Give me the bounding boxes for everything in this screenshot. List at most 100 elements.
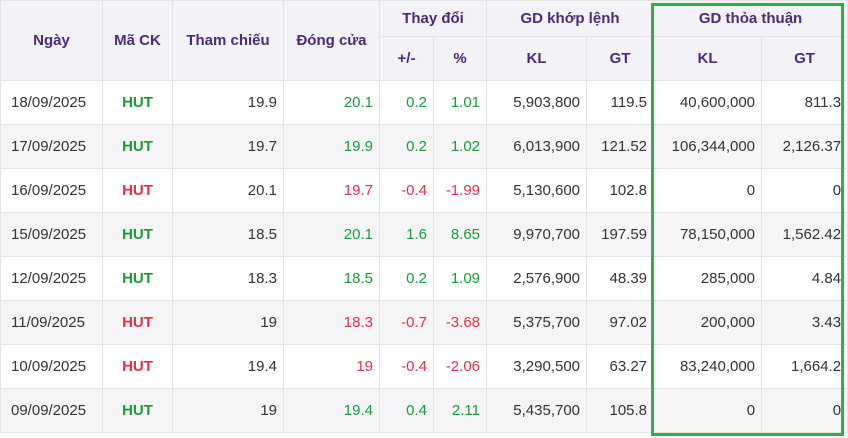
cell-matched-gt: 63.27 xyxy=(586,344,655,389)
cell-matched-kl: 5,375,700 xyxy=(486,300,588,345)
table-row: 17/09/2025 HUT 19.7 19.9 0.2 1.02 6,013,900 121… xyxy=(0,124,848,169)
cell-close: 20.1 xyxy=(283,80,380,125)
table-row: 10/09/2025 HUT 19.4 19 -0.4 -2.06 3,290,500 63.… xyxy=(0,344,848,389)
table-row: 11/09/2025 HUT 19 18.3 -0.7 -3.68 5,375,700 97.… xyxy=(0,300,848,345)
cell-ref: 18.5 xyxy=(172,212,284,257)
cell-close: 18.3 xyxy=(283,300,380,345)
cell-change: -0.4 xyxy=(379,168,434,213)
cell-date: 10/09/2025 xyxy=(0,344,103,389)
cell-change-pct: -1.99 xyxy=(432,168,488,213)
cell-deal-kl: 106,344,000 xyxy=(653,124,763,169)
cell-change-pct: 8.65 xyxy=(432,212,488,257)
cell-matched-kl: 6,013,900 xyxy=(486,124,588,169)
table-body: 18/09/2025 HUT 19.9 20.1 0.2 1.01 5,903,800 119… xyxy=(0,80,848,433)
cell-change: -0.7 xyxy=(379,300,434,345)
cell-deal-kl: 200,000 xyxy=(653,300,763,345)
cell-matched-kl: 5,435,700 xyxy=(486,388,588,433)
cell-deal-gt: 1,664.2 xyxy=(761,344,848,389)
cell-date: 09/09/2025 xyxy=(0,388,103,433)
cell-deal-gt: 0 xyxy=(761,388,848,433)
header-date: Ngày xyxy=(0,0,103,81)
cell-ref: 18.3 xyxy=(172,256,284,301)
header-close: Đóng cửa xyxy=(283,0,380,81)
cell-code[interactable]: HUT xyxy=(102,256,173,301)
header-ref: Tham chiếu xyxy=(172,0,284,81)
cell-matched-kl: 9,970,700 xyxy=(486,212,588,257)
cell-ref: 19 xyxy=(172,300,284,345)
cell-deal-kl: 40,600,000 xyxy=(653,80,763,125)
cell-close: 19.9 xyxy=(283,124,380,169)
cell-matched-gt: 102.8 xyxy=(586,168,655,213)
cell-matched-gt: 48.39 xyxy=(586,256,655,301)
cell-change-pct: 1.09 xyxy=(432,256,488,301)
cell-deal-gt: 1,562.42 xyxy=(761,212,848,257)
cell-code[interactable]: HUT xyxy=(102,124,173,169)
cell-code[interactable]: HUT xyxy=(102,80,173,125)
cell-close: 19 xyxy=(283,344,380,389)
cell-matched-kl: 5,130,600 xyxy=(486,168,588,213)
cell-code[interactable]: HUT xyxy=(102,212,173,257)
cell-code[interactable]: HUT xyxy=(102,300,173,345)
cell-ref: 19 xyxy=(172,388,284,433)
cell-code[interactable]: HUT xyxy=(102,344,173,389)
cell-matched-kl: 2,576,900 xyxy=(486,256,588,301)
cell-change: 0.4 xyxy=(379,388,434,433)
cell-code[interactable]: HUT xyxy=(102,168,173,213)
table-row: 12/09/2025 HUT 18.3 18.5 0.2 1.09 2,576,900 48.… xyxy=(0,256,848,301)
cell-deal-gt: 811.3 xyxy=(761,80,848,125)
cell-change-pct: -3.68 xyxy=(432,300,488,345)
cell-deal-kl: 0 xyxy=(653,168,763,213)
cell-date: 15/09/2025 xyxy=(0,212,103,257)
header-matched-kl: KL xyxy=(486,36,588,81)
cell-deal-gt: 3.43 xyxy=(761,300,848,345)
cell-date: 11/09/2025 xyxy=(0,300,103,345)
header-change: Thay đổi xyxy=(378,0,488,37)
cell-ref: 19.4 xyxy=(172,344,284,389)
cell-close: 19.7 xyxy=(283,168,380,213)
cell-matched-gt: 97.02 xyxy=(586,300,655,345)
cell-change-pct: 2.11 xyxy=(432,388,488,433)
cell-change: 0.2 xyxy=(379,80,434,125)
cell-close: 18.5 xyxy=(283,256,380,301)
cell-change-pct: 1.01 xyxy=(432,80,488,125)
cell-matched-gt: 119.5 xyxy=(586,80,655,125)
header-deal: GD thỏa thuận xyxy=(653,0,848,37)
cell-change-pct: 1.02 xyxy=(432,124,488,169)
header-deal-gt: GT xyxy=(761,36,848,81)
cell-matched-kl: 3,290,500 xyxy=(486,344,588,389)
cell-close: 20.1 xyxy=(283,212,380,257)
cell-deal-kl: 285,000 xyxy=(653,256,763,301)
cell-matched-gt: 105.8 xyxy=(586,388,655,433)
cell-deal-kl: 0 xyxy=(653,388,763,433)
cell-deal-kl: 83,240,000 xyxy=(653,344,763,389)
cell-matched-gt: 197.59 xyxy=(586,212,655,257)
header-matched: GD khớp lệnh xyxy=(486,0,655,37)
table-row: 16/09/2025 HUT 20.1 19.7 -0.4 -1.99 5,130,600 1… xyxy=(0,168,848,213)
header-change-abs: +/- xyxy=(379,36,434,81)
cell-date: 18/09/2025 xyxy=(0,80,103,125)
cell-deal-kl: 78,150,000 xyxy=(653,212,763,257)
cell-ref: 19.7 xyxy=(172,124,284,169)
cell-date: 17/09/2025 xyxy=(0,124,103,169)
cell-date: 12/09/2025 xyxy=(0,256,103,301)
header-code: Mã CK xyxy=(102,0,173,81)
cell-code[interactable]: HUT xyxy=(102,388,173,433)
cell-deal-gt: 4.84 xyxy=(761,256,848,301)
header-deal-kl: KL xyxy=(653,36,763,81)
cell-change-pct: -2.06 xyxy=(432,344,488,389)
cell-change: 0.2 xyxy=(379,256,434,301)
cell-date: 16/09/2025 xyxy=(0,168,103,213)
header-change-pct: % xyxy=(432,36,488,81)
table-row: 15/09/2025 HUT 18.5 20.1 1.6 8.65 9,970,700 197… xyxy=(0,212,848,257)
cell-matched-kl: 5,903,800 xyxy=(486,80,588,125)
table-row: 09/09/2025 HUT 19 19.4 0.4 2.11 5,435,700 105.8… xyxy=(0,388,848,433)
cell-deal-gt: 2,126.37 xyxy=(761,124,848,169)
cell-deal-gt: 0 xyxy=(761,168,848,213)
cell-close: 19.4 xyxy=(283,388,380,433)
cell-change: -0.4 xyxy=(379,344,434,389)
cell-ref: 19.9 xyxy=(172,80,284,125)
cell-change: 0.2 xyxy=(379,124,434,169)
cell-matched-gt: 121.52 xyxy=(586,124,655,169)
